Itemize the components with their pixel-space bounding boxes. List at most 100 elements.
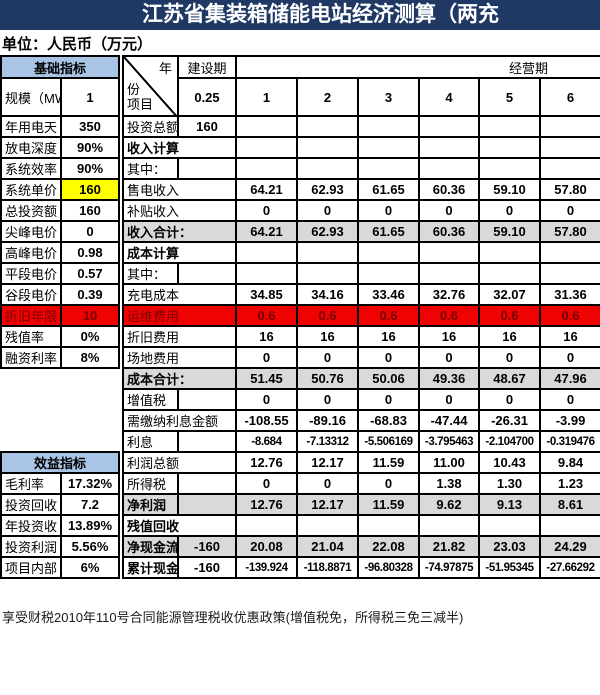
cell-value[interactable]: 0: [418, 388, 480, 411]
cell-value[interactable]: 57.80: [538, 220, 600, 243]
cell-value[interactable]: 16: [235, 325, 298, 348]
cell-value[interactable]: -47.44: [418, 409, 480, 432]
cell-value[interactable]: 0.6: [478, 304, 541, 327]
cell-value[interactable]: 0: [235, 472, 298, 495]
row-label[interactable]: 累计现金: [122, 556, 179, 579]
row-label[interactable]: 其中：: [122, 262, 179, 285]
indicator-value[interactable]: 90%: [59, 136, 121, 159]
cell-value[interactable]: [538, 136, 600, 159]
indicator-value[interactable]: 7.2: [59, 493, 121, 516]
cell-value[interactable]: 0: [478, 199, 541, 222]
indicator-label[interactable]: 系统单价: [0, 178, 62, 201]
cell-value[interactable]: 12.17: [296, 451, 359, 474]
cell-value[interactable]: [296, 514, 359, 537]
row-label[interactable]: 售电收入: [122, 178, 237, 201]
cell-value[interactable]: [357, 115, 420, 138]
row-label[interactable]: 成本合计：: [122, 367, 237, 390]
row-label[interactable]: 利息: [122, 430, 179, 453]
cell-value[interactable]: 0: [538, 199, 600, 222]
cell-value[interactable]: [296, 241, 359, 264]
row-label[interactable]: 运维费用: [122, 304, 237, 327]
cell-value[interactable]: [357, 262, 420, 285]
cell-value[interactable]: 11.59: [357, 493, 420, 516]
construction-period-cell[interactable]: 160: [177, 115, 237, 138]
year-column-header[interactable]: 0.25: [177, 77, 237, 117]
construction-period-cell[interactable]: [177, 262, 237, 285]
indicator-label[interactable]: 谷段电价: [0, 283, 62, 306]
cell-value[interactable]: -3.99: [538, 409, 600, 432]
row-label[interactable]: 充电成本: [122, 283, 237, 306]
cell-value[interactable]: [418, 262, 480, 285]
indicator-label[interactable]: 平段电价: [0, 262, 62, 285]
indicator-value[interactable]: 6%: [59, 556, 121, 579]
cell-value[interactable]: [418, 157, 480, 180]
cell-value[interactable]: [538, 514, 600, 537]
cell-value[interactable]: 0.6: [538, 304, 600, 327]
cell-value[interactable]: -26.31: [478, 409, 541, 432]
indicator-label[interactable]: 总投资额: [0, 199, 62, 222]
cell-value[interactable]: [357, 514, 420, 537]
cell-value[interactable]: 0: [357, 388, 420, 411]
indicator-label[interactable]: 项目内部: [0, 556, 62, 579]
cell-value[interactable]: 11.59: [357, 451, 420, 474]
year-column-header[interactable]: 5: [478, 77, 541, 117]
row-label[interactable]: 残值回收: [122, 514, 237, 537]
cell-value[interactable]: 9.84: [538, 451, 600, 474]
cell-value[interactable]: 21.04: [296, 535, 359, 558]
cell-value[interactable]: 50.06: [357, 367, 420, 390]
cell-value[interactable]: 64.21: [235, 178, 298, 201]
cell-value[interactable]: -68.83: [357, 409, 420, 432]
indicator-label[interactable]: 折旧年限: [0, 304, 62, 327]
indicator-value[interactable]: 160: [59, 178, 121, 201]
cell-value[interactable]: 9.13: [478, 493, 541, 516]
cell-value[interactable]: 24.29: [538, 535, 600, 558]
cell-value[interactable]: 16: [538, 325, 600, 348]
indicator-value[interactable]: 1: [59, 77, 121, 117]
cell-value[interactable]: 33.46: [357, 283, 420, 306]
row-label[interactable]: 需缴纳利息金额: [122, 409, 237, 432]
cell-value[interactable]: 61.65: [357, 220, 420, 243]
cell-value[interactable]: 59.10: [478, 220, 541, 243]
cell-value[interactable]: [538, 157, 600, 180]
indicator-label[interactable]: 高峰电价: [0, 241, 62, 264]
indicator-label[interactable]: 年投资收: [0, 514, 62, 537]
row-label[interactable]: 所得税: [122, 472, 179, 495]
cell-value[interactable]: [478, 157, 541, 180]
indicator-value[interactable]: 0.39: [59, 283, 121, 306]
cell-value[interactable]: 16: [478, 325, 541, 348]
cell-value[interactable]: 12.76: [235, 493, 298, 516]
year-column-header[interactable]: 1: [235, 77, 298, 117]
cell-value[interactable]: 0: [296, 388, 359, 411]
cell-value[interactable]: [296, 136, 359, 159]
cell-value[interactable]: 0: [357, 199, 420, 222]
indicator-label[interactable]: 放电深度: [0, 136, 62, 159]
cell-value[interactable]: 0: [235, 388, 298, 411]
cell-value[interactable]: [538, 241, 600, 264]
cell-value[interactable]: 16: [296, 325, 359, 348]
cell-value[interactable]: 0: [478, 346, 541, 369]
construction-period-header[interactable]: 建设期: [177, 55, 237, 79]
cell-value[interactable]: 0: [478, 388, 541, 411]
year-column-header[interactable]: 3: [357, 77, 420, 117]
cell-value[interactable]: 62.93: [296, 220, 359, 243]
cell-value[interactable]: 57.80: [538, 178, 600, 201]
indicator-value[interactable]: 17.32%: [59, 472, 121, 495]
operation-period-header[interactable]: 经营期: [234, 55, 600, 79]
cell-value[interactable]: [538, 262, 600, 285]
indicator-value[interactable]: 0.57: [59, 262, 121, 285]
cell-value[interactable]: -7.13312: [296, 430, 359, 453]
cell-value[interactable]: 22.08: [357, 535, 420, 558]
cell-value[interactable]: 61.65: [357, 178, 420, 201]
row-label[interactable]: 净现金流: [122, 535, 179, 558]
cell-value[interactable]: [478, 262, 541, 285]
cell-value[interactable]: -8.684: [235, 430, 298, 453]
cell-value[interactable]: [357, 136, 420, 159]
cell-value[interactable]: 49.36: [418, 367, 480, 390]
cell-value[interactable]: 1.23: [538, 472, 600, 495]
indicator-value[interactable]: 10: [59, 304, 121, 327]
cell-value[interactable]: -89.16: [296, 409, 359, 432]
cell-value[interactable]: 0.6: [296, 304, 359, 327]
row-label[interactable]: 其中：: [122, 157, 179, 180]
year-column-header[interactable]: 2: [296, 77, 359, 117]
cell-value[interactable]: 60.36: [418, 178, 480, 201]
